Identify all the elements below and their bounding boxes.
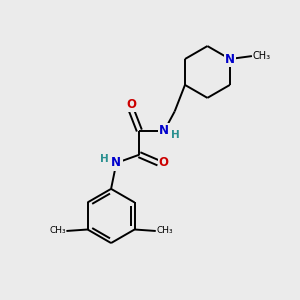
- Text: H: H: [171, 130, 180, 140]
- Text: CH₃: CH₃: [253, 51, 271, 61]
- Text: H: H: [100, 154, 108, 164]
- Text: N: N: [225, 52, 235, 65]
- Text: O: O: [159, 157, 169, 169]
- Text: CH₃: CH₃: [49, 226, 66, 236]
- Text: CH₃: CH₃: [156, 226, 173, 236]
- Text: N: N: [159, 124, 170, 137]
- Text: O: O: [126, 98, 136, 111]
- Text: N: N: [111, 157, 122, 169]
